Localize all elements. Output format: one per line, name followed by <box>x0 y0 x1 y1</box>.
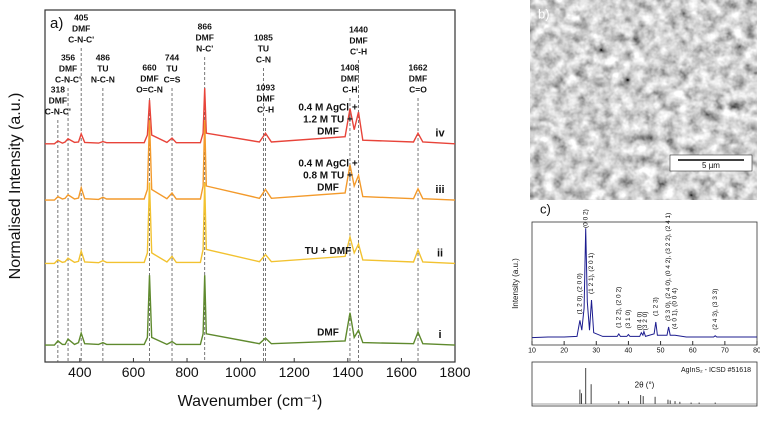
band-annotation: TU <box>258 43 269 53</box>
band-annotation: C=S <box>164 74 181 84</box>
peak-label: (3 1 0) <box>625 310 632 329</box>
panel-label: a) <box>50 15 63 32</box>
band-annotation: 318 <box>51 84 65 94</box>
series-label: 1.2 M TU + <box>303 114 353 125</box>
x-tick-label: 800 <box>175 364 199 380</box>
band-annotation: 1085 <box>254 32 273 42</box>
band-annotation: DMF <box>409 73 427 83</box>
peak-label: (1 2 1), (2 0 1) <box>588 253 595 294</box>
peak-label: (3 3 0), (2 4 0), (0 4 2), (3 2 2), (2 4… <box>665 213 672 321</box>
plot-frame <box>531 221 758 346</box>
band-annotation: DMF <box>196 32 214 42</box>
peak-label: (0 4 0) <box>637 312 644 331</box>
band-annotation: C=O <box>409 84 427 94</box>
band-annotation: 1093 <box>256 82 275 92</box>
scale-bar-label: 5 µm <box>702 161 720 170</box>
x-tick-label: 50 <box>657 347 665 354</box>
band-annotation: 744 <box>165 52 179 62</box>
band-annotation: 356 <box>61 52 75 62</box>
band-annotation: O=C-N <box>136 84 163 94</box>
spectrum-line <box>45 88 456 145</box>
band-annotation: DMF <box>341 73 359 83</box>
plot-frame <box>44 9 456 363</box>
series-roman: iii <box>435 184 444 196</box>
x-tick-label: 60 <box>689 347 697 354</box>
series-label: DMF <box>317 328 339 339</box>
band-annotation: N-C-N <box>91 74 115 84</box>
band-annotation: 405 <box>74 12 88 22</box>
x-axis-label: Wavenumber (cm⁻¹) <box>178 393 323 410</box>
band-annotation: C-N-C' <box>45 106 71 116</box>
peak-label: (4 0 1), (0 0 4) <box>671 288 678 329</box>
series-label: TU + DMF <box>305 246 351 257</box>
band-annotation: DMF <box>349 35 367 45</box>
xrd-line <box>531 228 757 339</box>
series-label: 0.4 M AgCl + <box>298 159 358 170</box>
band-annotation: C-H <box>342 84 357 94</box>
band-annotation: 1440 <box>349 24 368 34</box>
band-annotation: 486 <box>96 52 110 62</box>
series-roman: i <box>438 329 441 341</box>
band-annotation: C-N <box>256 54 271 64</box>
x-tick-label: 400 <box>68 364 92 380</box>
panel-label: c) <box>540 201 551 216</box>
band-annotation: 866 <box>198 21 212 31</box>
spectrum-line <box>45 120 456 201</box>
x-axis-label: 2θ (°) <box>635 381 655 390</box>
y-axis-label: Normalised Intensity (a.u.) <box>7 93 24 280</box>
band-annotation: DMF <box>140 73 158 83</box>
peak-label: (1 2 0), (2 0 0) <box>577 273 584 314</box>
band-annotation: DMF <box>256 93 274 103</box>
band-annotation: N-C' <box>196 43 213 53</box>
peak-label: (1 2 3) <box>652 297 659 316</box>
peak-label: (3 2 0) <box>642 312 649 331</box>
spectrum-line <box>45 182 456 265</box>
scale-bar-box <box>669 154 753 172</box>
panel-label: b) <box>538 6 550 21</box>
band-annotation: DMF <box>59 63 77 73</box>
y-axis-label: Intensity (a.u.) <box>511 258 520 309</box>
spectrum-line <box>45 275 456 346</box>
band-annotation: C-N-C' <box>55 74 81 84</box>
series-label: DMF <box>317 183 339 194</box>
series-label: 0.8 M TU + <box>303 171 353 182</box>
x-tick-label: 20 <box>560 347 568 354</box>
x-tick-label: 1200 <box>279 364 310 380</box>
x-tick-label: 40 <box>625 347 633 354</box>
band-annotation: C-N-C' <box>68 34 94 44</box>
x-tick-label: 1800 <box>439 364 470 380</box>
band-annotation: TU <box>97 63 108 73</box>
reference-label: AgInS₂ - ICSD #51618 <box>681 367 751 374</box>
x-tick-label: 80 <box>753 347 760 354</box>
band-annotation: 1408 <box>340 62 359 72</box>
x-tick-label: 1600 <box>386 364 417 380</box>
series-roman: iv <box>435 128 445 140</box>
band-annotation: DMF <box>72 23 90 33</box>
x-tick-label: 10 <box>528 347 536 354</box>
x-tick-label: 600 <box>122 364 146 380</box>
reference-frame <box>531 361 758 407</box>
series-label: DMF <box>317 126 339 137</box>
band-annotation: C'-H <box>350 46 367 56</box>
band-annotation: TU <box>166 63 177 73</box>
series-label: 0.4 M AgCl + <box>298 102 358 113</box>
band-annotation: DMF <box>49 95 67 105</box>
band-annotation: 1662 <box>409 62 428 72</box>
series-roman: ii <box>437 247 443 259</box>
x-tick-label: 70 <box>721 347 729 354</box>
peak-label: (1 2 2), (2 0 2) <box>616 287 623 328</box>
x-tick-label: 30 <box>592 347 600 354</box>
band-annotation: C'-H <box>257 104 274 114</box>
x-tick-label: 1000 <box>225 364 256 380</box>
peak-label: (2 4 3), (3 3 3) <box>712 289 719 330</box>
band-annotation: 660 <box>142 62 156 72</box>
x-tick-label: 1400 <box>332 364 363 380</box>
peak-label: (0 0 2) <box>582 209 589 228</box>
